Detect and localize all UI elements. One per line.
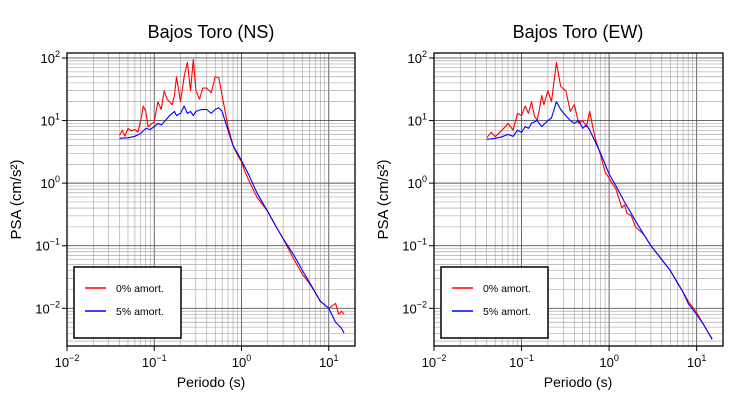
tick-base: 10 bbox=[687, 355, 701, 370]
tick-base: 10 bbox=[41, 114, 55, 129]
tick-base: 10 bbox=[41, 176, 55, 191]
x-tick-label: 100 bbox=[599, 353, 618, 370]
tick-base: 10 bbox=[319, 355, 333, 370]
x-tick-label: 10−1 bbox=[142, 353, 167, 370]
y-axis-label: PSA (cm/s²) bbox=[8, 159, 25, 239]
tick-base: 10 bbox=[232, 355, 246, 370]
y-tick-label: 100 bbox=[408, 174, 427, 191]
x-tick-label: 101 bbox=[319, 353, 338, 370]
tick-base: 10 bbox=[408, 51, 422, 66]
chart-title: Bajos Toro (NS) bbox=[148, 22, 275, 42]
y-tick-label: 10−2 bbox=[35, 299, 60, 316]
tick-exponent: −1 bbox=[156, 353, 166, 363]
series-line-1 bbox=[119, 105, 345, 334]
y-tick-label: 10−1 bbox=[402, 237, 427, 254]
x-tick-label: 10−1 bbox=[509, 353, 534, 370]
tick-base: 10 bbox=[402, 301, 416, 316]
x-axis-label: Periodo (s) bbox=[544, 374, 612, 390]
chart-title: Bajos Toro (EW) bbox=[513, 22, 644, 42]
tick-exponent: 0 bbox=[422, 174, 427, 184]
tick-base: 10 bbox=[408, 176, 422, 191]
tick-exponent: −2 bbox=[50, 299, 60, 309]
legend-label-1: 5% amort. bbox=[483, 306, 531, 318]
tick-exponent: 2 bbox=[55, 49, 60, 59]
series-group bbox=[486, 61, 713, 340]
tick-exponent: 1 bbox=[333, 353, 338, 363]
tick-exponent: −2 bbox=[436, 353, 446, 363]
tick-exponent: 1 bbox=[55, 112, 60, 122]
x-tick-label: 101 bbox=[687, 353, 706, 370]
tick-exponent: −2 bbox=[69, 353, 79, 363]
tick-base: 10 bbox=[35, 239, 49, 254]
tick-base: 10 bbox=[55, 355, 69, 370]
tick-exponent: 0 bbox=[246, 353, 251, 363]
tick-base: 10 bbox=[41, 51, 55, 66]
legend-label-0: 0% amort. bbox=[483, 283, 531, 295]
x-tick-label: 100 bbox=[232, 353, 251, 370]
y-tick-label: 101 bbox=[41, 112, 60, 129]
grid bbox=[67, 53, 355, 346]
y-tick-label: 101 bbox=[408, 112, 427, 129]
y-tick-label: 102 bbox=[41, 49, 60, 66]
tick-exponent: −1 bbox=[524, 353, 534, 363]
y-tick-label: 10−2 bbox=[402, 299, 427, 316]
tick-base: 10 bbox=[599, 355, 613, 370]
series-line-1 bbox=[486, 101, 713, 340]
tick-base: 10 bbox=[422, 355, 436, 370]
legend: 0% amort. 5% amort. bbox=[440, 266, 549, 339]
y-tick-label: 10−1 bbox=[35, 237, 60, 254]
y-tick-label: 102 bbox=[408, 49, 427, 66]
tick-base: 10 bbox=[35, 301, 49, 316]
tick-base: 10 bbox=[402, 239, 416, 254]
plot-frame bbox=[433, 52, 724, 347]
tick-exponent: 1 bbox=[701, 353, 706, 363]
legend-label-1: 5% amort. bbox=[116, 306, 164, 318]
x-axis-label: Periodo (s) bbox=[177, 374, 245, 390]
legend: 0% amort. 5% amort. bbox=[73, 266, 182, 339]
y-axis-label: PSA (cm/s²) bbox=[375, 159, 392, 239]
tick-base: 10 bbox=[509, 355, 523, 370]
tick-exponent: 0 bbox=[55, 174, 60, 184]
tick-exponent: 1 bbox=[422, 112, 427, 122]
tick-base: 10 bbox=[142, 355, 156, 370]
tick-exponent: −2 bbox=[417, 299, 427, 309]
tick-exponent: −1 bbox=[417, 237, 427, 247]
x-tick-label: 10−2 bbox=[422, 353, 447, 370]
tick-exponent: 2 bbox=[422, 49, 427, 59]
tick-exponent: −1 bbox=[50, 237, 60, 247]
x-tick-label: 10−2 bbox=[55, 353, 80, 370]
tick-exponent: 0 bbox=[614, 353, 619, 363]
tick-base: 10 bbox=[408, 114, 422, 129]
legend-box bbox=[73, 266, 182, 339]
legend-label-0: 0% amort. bbox=[116, 283, 164, 295]
series-group bbox=[119, 58, 345, 334]
legend-box bbox=[440, 266, 549, 339]
plot-frame bbox=[66, 52, 356, 347]
y-tick-label: 100 bbox=[41, 174, 60, 191]
series-line-0 bbox=[119, 58, 345, 315]
